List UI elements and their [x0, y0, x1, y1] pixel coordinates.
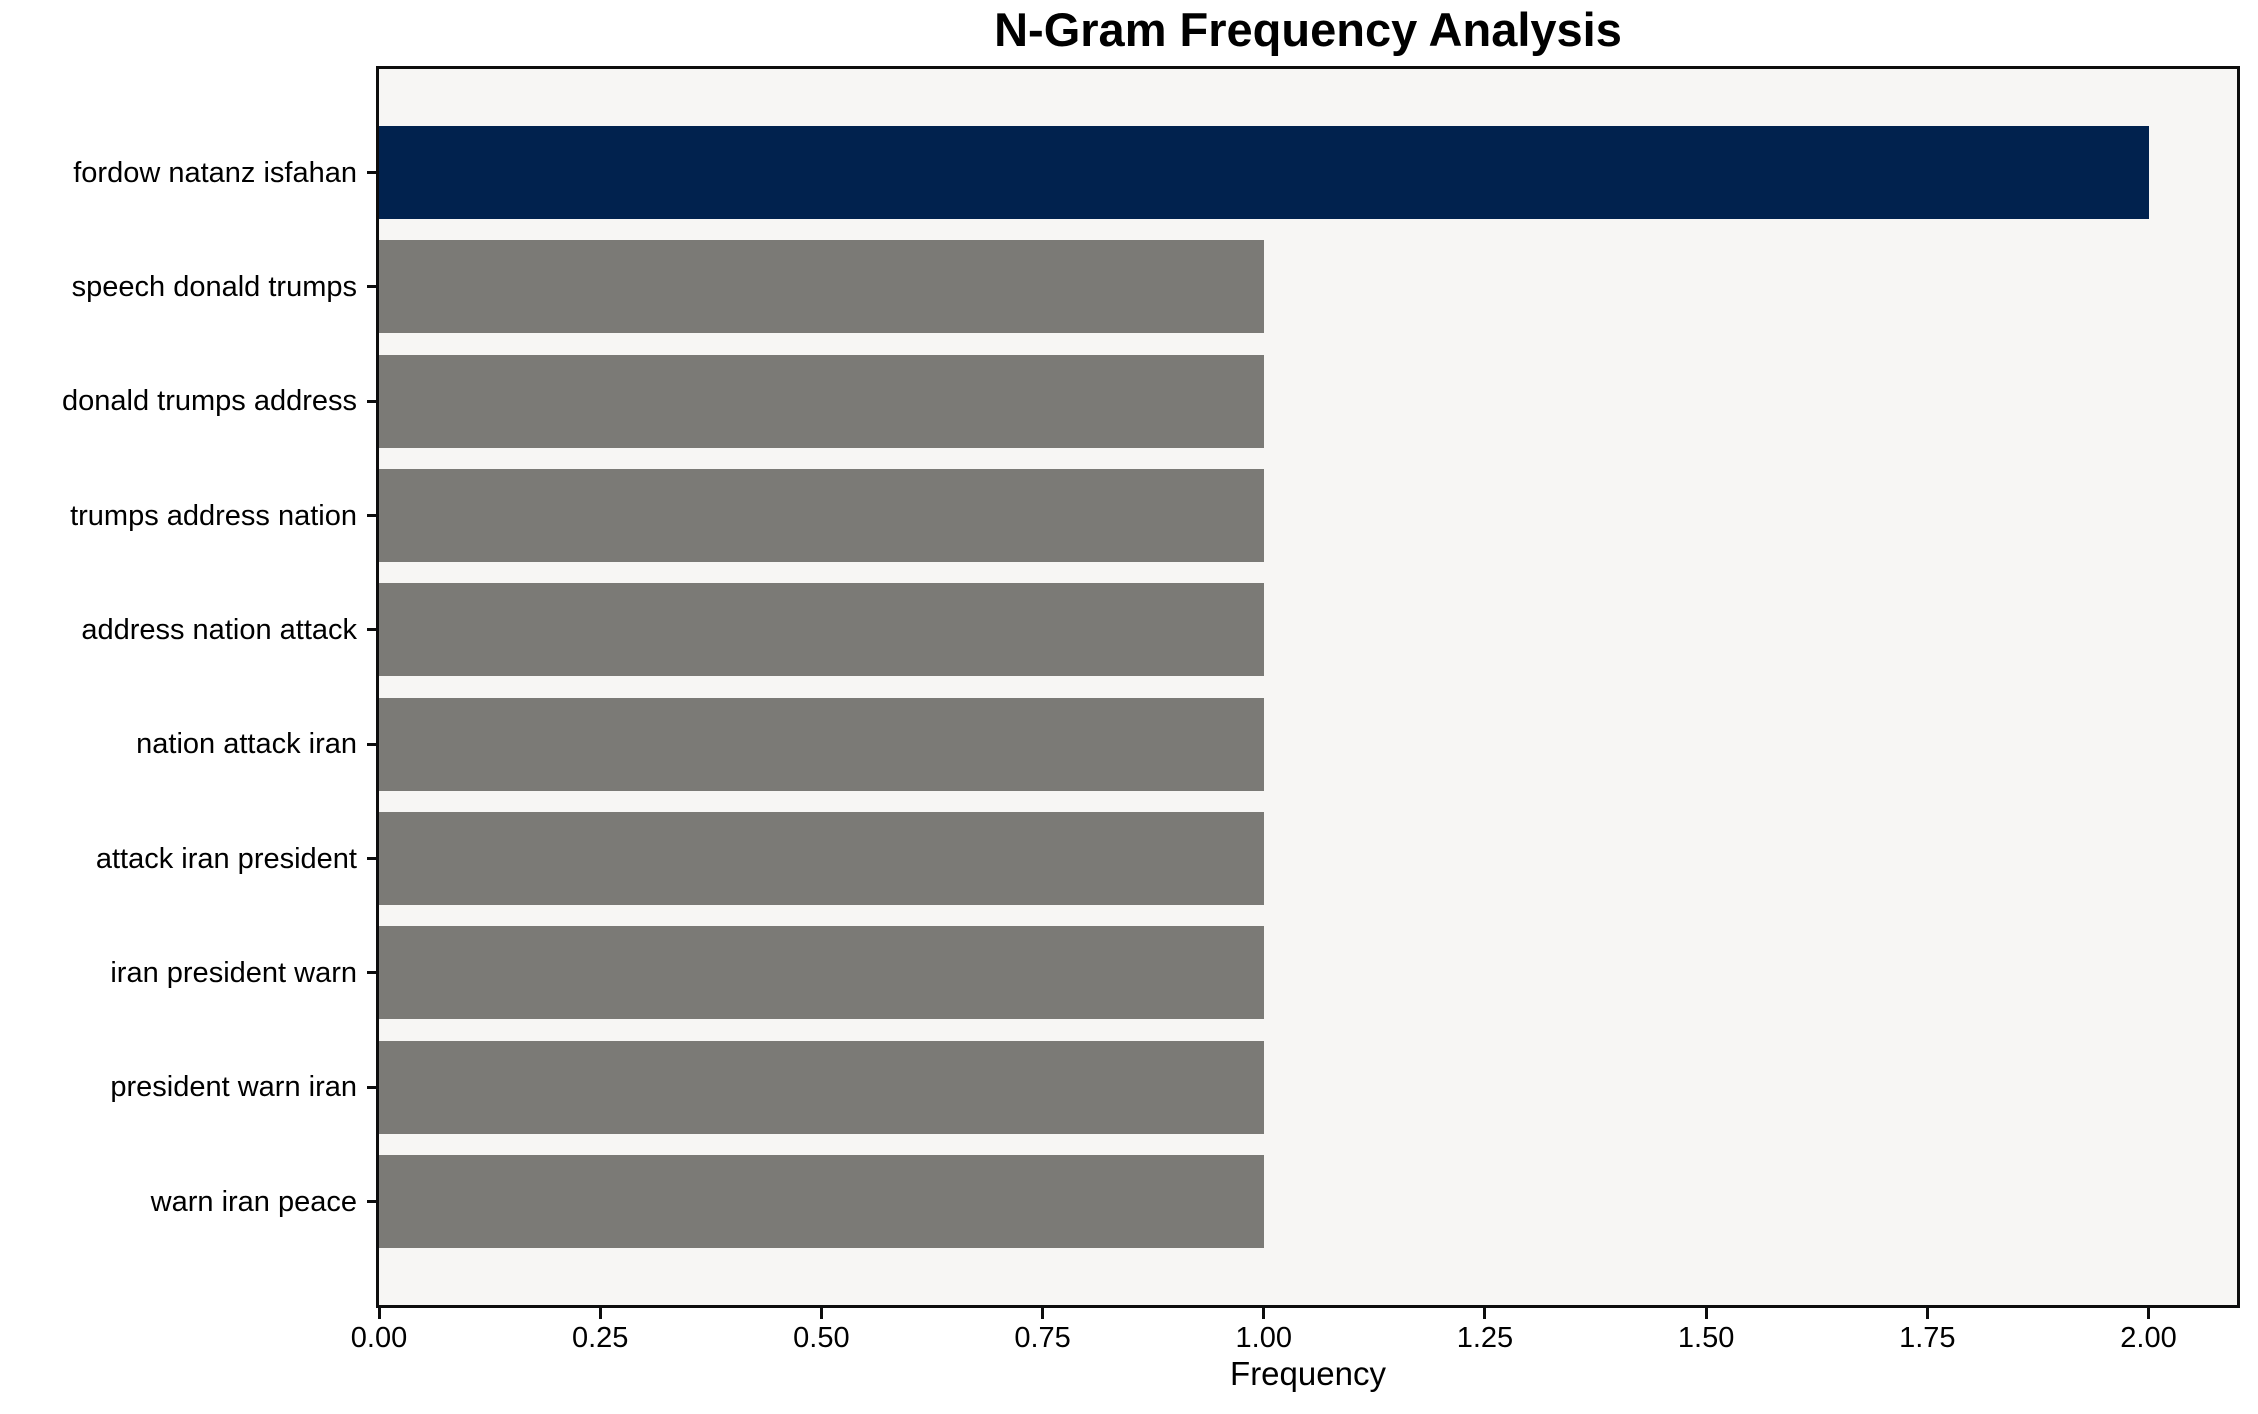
x-tick-label: 0.00 — [350, 1322, 408, 1354]
y-tick-label: trumps address nation — [70, 499, 357, 532]
x-tick-mark — [377, 1305, 381, 1319]
x-tick-label: 1.00 — [1235, 1322, 1292, 1354]
bar — [379, 240, 1264, 334]
y-tick-label: speech donald trumps — [71, 270, 357, 303]
y-tick-mark — [367, 742, 379, 746]
bar — [379, 354, 1264, 448]
bar — [379, 469, 1264, 562]
y-tick-mark — [367, 171, 379, 174]
x-tick-mark — [819, 1305, 823, 1319]
bar — [379, 583, 1264, 677]
x-tick-mark — [2147, 1305, 2151, 1319]
y-tick-label: attack iran president — [95, 842, 357, 875]
x-tick-mark — [1483, 1305, 1487, 1319]
y-tick-mark — [367, 1200, 379, 1203]
x-tick-label: 1.25 — [1456, 1322, 1514, 1354]
x-tick-mark — [1704, 1305, 1708, 1319]
y-tick-label: president warn iran — [110, 1071, 357, 1104]
x-tick-mark — [1041, 1305, 1045, 1319]
x-tick-mark — [598, 1305, 602, 1319]
x-tick-label: 0.75 — [1014, 1322, 1071, 1354]
x-axis-label: Frequency — [1230, 1355, 1386, 1392]
y-tick-label: address nation attack — [81, 613, 357, 646]
chart-title: N-Gram Frequency Analysis — [994, 3, 1622, 56]
bar — [379, 697, 1264, 791]
x-tick-mark — [1262, 1305, 1266, 1319]
bar — [379, 926, 1264, 1020]
y-tick-mark — [367, 514, 379, 517]
y-tick-label: fordow natanz isfahan — [73, 156, 357, 189]
x-tick-label: 0.50 — [793, 1322, 850, 1354]
x-tick-label: 1.75 — [1899, 1322, 1956, 1354]
y-tick-mark — [367, 399, 379, 403]
bar — [379, 1040, 1264, 1134]
y-tick-mark — [367, 628, 379, 632]
x-tick-mark — [1925, 1305, 1929, 1319]
y-tick-label: nation attack iran — [136, 728, 357, 761]
x-tick-label: 2.00 — [2120, 1322, 2177, 1354]
x-tick-label: 1.50 — [1677, 1322, 1735, 1354]
y-tick-label: iran president warn — [110, 956, 357, 989]
bar — [379, 126, 2149, 219]
bar — [379, 1155, 1264, 1248]
y-tick-mark — [367, 971, 379, 975]
y-tick-mark — [367, 857, 379, 860]
y-tick-label: donald trumps address — [62, 385, 357, 418]
y-tick-mark — [367, 285, 379, 289]
y-tick-mark — [367, 1085, 379, 1089]
bar — [379, 812, 1264, 905]
x-tick-label: 0.25 — [571, 1322, 629, 1354]
y-tick-label: warn iran peace — [150, 1185, 357, 1218]
